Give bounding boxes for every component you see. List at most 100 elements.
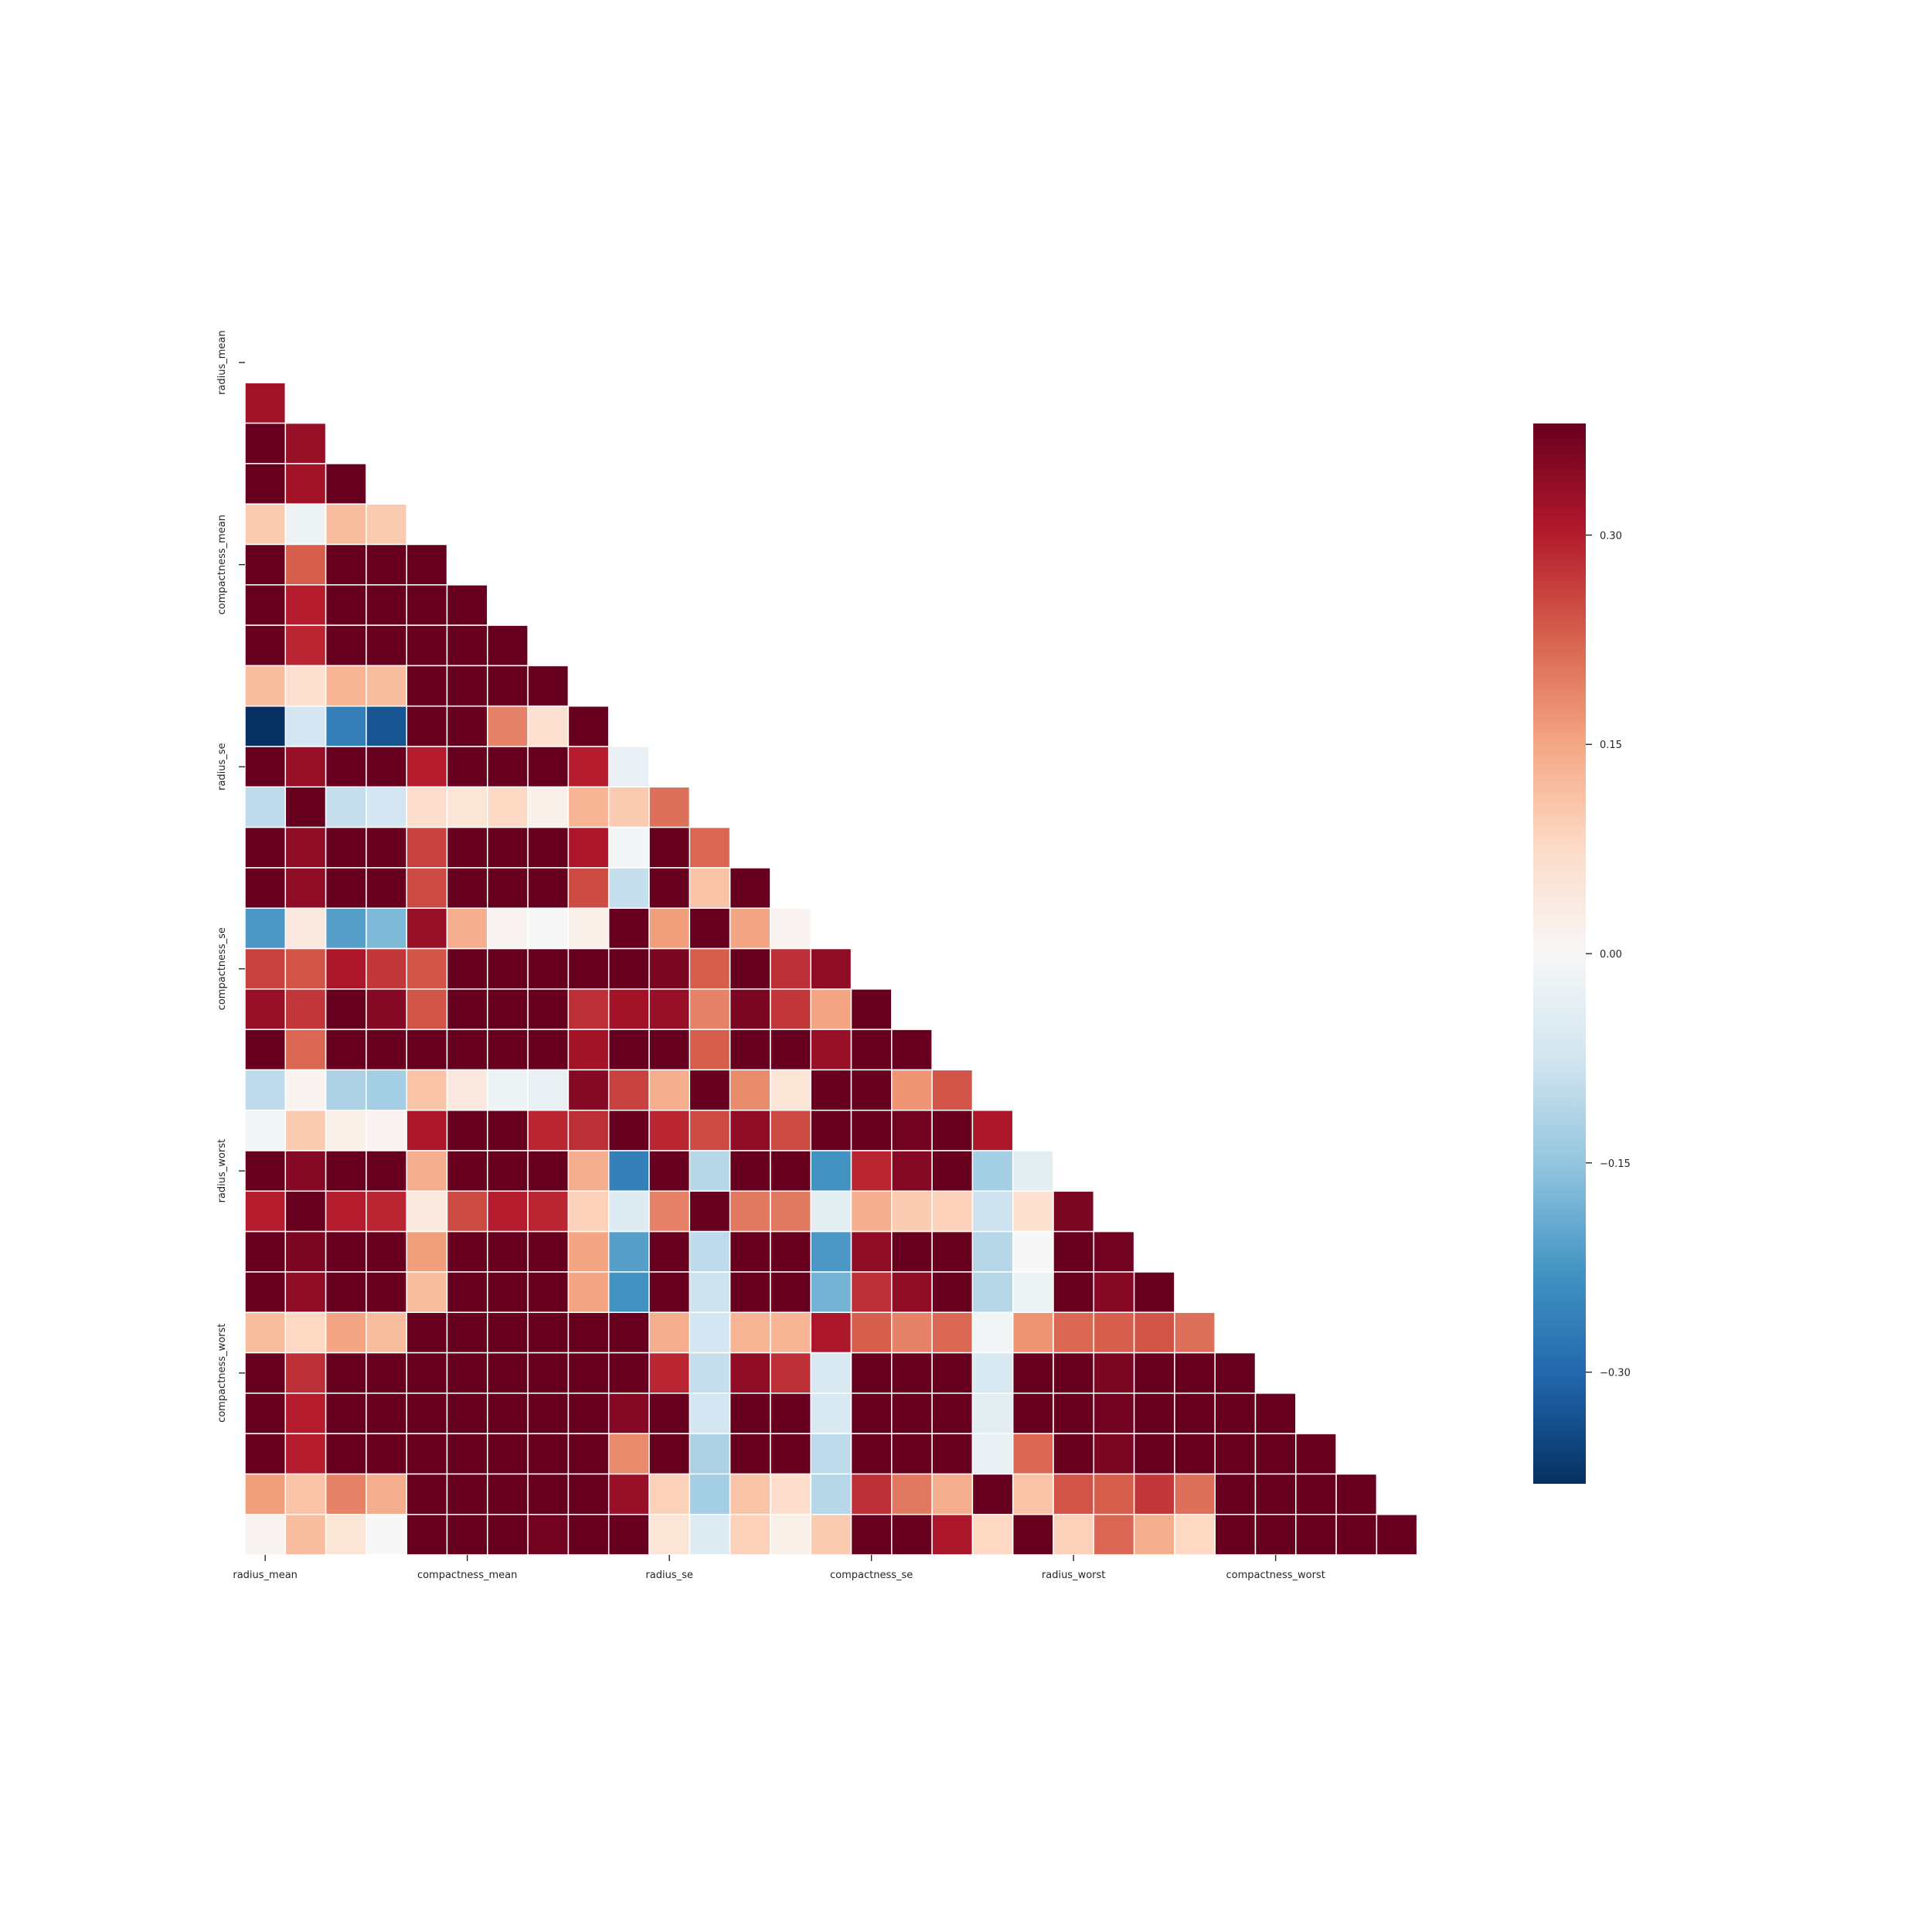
heatmap-cell — [487, 1393, 529, 1434]
heatmap-cell — [284, 584, 327, 626]
heatmap-cell — [244, 1352, 287, 1394]
heatmap-cell — [648, 1352, 691, 1394]
heatmap-cell — [1093, 1473, 1135, 1515]
heatmap-cell — [406, 907, 448, 950]
heatmap-cell — [850, 1311, 893, 1354]
heatmap-cell — [810, 1109, 852, 1151]
heatmap-cell — [931, 1433, 974, 1475]
heatmap-cell — [567, 1109, 610, 1151]
heatmap-cell — [971, 1311, 1014, 1354]
heatmap-cell — [567, 1433, 610, 1475]
heatmap-cell — [770, 907, 811, 950]
heatmap-cell — [1053, 1271, 1095, 1313]
heatmap-cell — [648, 1473, 691, 1515]
heatmap-cell — [366, 947, 407, 990]
heatmap-cell — [284, 705, 327, 747]
heatmap-cell — [446, 1109, 488, 1151]
heatmap-cell — [689, 988, 731, 1030]
heatmap-cell — [527, 988, 570, 1030]
heatmap-cell — [810, 1069, 852, 1111]
heatmap-cell — [527, 665, 570, 707]
heatmap-cell — [1174, 1433, 1216, 1475]
heatmap-cell — [810, 1393, 852, 1434]
heatmap-cell — [567, 746, 610, 788]
heatmap-cell — [891, 1393, 933, 1434]
heatmap-cell — [446, 1190, 488, 1233]
heatmap-cell — [325, 584, 367, 626]
heatmap-cell — [325, 1271, 367, 1313]
heatmap-cell — [325, 867, 367, 909]
heatmap-cell — [406, 1311, 448, 1354]
heatmap-cell — [244, 907, 287, 950]
heatmap-cell — [406, 1473, 448, 1515]
heatmap-cell — [729, 867, 771, 909]
heatmap-cell — [325, 1352, 367, 1394]
heatmap-cell — [931, 1311, 974, 1354]
heatmap-cell — [487, 1029, 529, 1071]
heatmap-cell — [244, 1271, 287, 1313]
heatmap-cell — [244, 1069, 287, 1111]
heatmap-cell — [446, 1230, 488, 1273]
heatmap-cell — [487, 867, 529, 909]
heatmap-cell — [325, 503, 367, 546]
heatmap-cell — [1133, 1513, 1175, 1556]
heatmap-cell — [406, 543, 448, 586]
heatmap-cell — [487, 1352, 529, 1394]
heatmap-cell — [1174, 1473, 1216, 1515]
heatmap-cell — [1174, 1311, 1216, 1354]
heatmap-cell — [567, 826, 610, 869]
heatmap-cell — [284, 422, 327, 464]
heatmap-cell — [689, 1433, 731, 1475]
heatmap-cell — [325, 705, 367, 747]
heatmap-cell — [487, 1311, 529, 1354]
heatmap-cell — [607, 867, 650, 909]
heatmap-cell — [446, 907, 488, 950]
heatmap-cell — [527, 1150, 570, 1192]
heatmap-cell — [325, 543, 367, 586]
heatmap-cell — [325, 746, 367, 788]
heatmap-cell — [648, 826, 691, 869]
heatmap-cell — [487, 786, 529, 828]
x-tick-label: compactness_worst — [1226, 1570, 1325, 1581]
heatmap-cell — [689, 1109, 731, 1151]
heatmap-cell — [325, 1513, 367, 1556]
heatmap-cell — [607, 1513, 650, 1556]
heatmap-cell — [446, 1150, 488, 1192]
heatmap-cell — [607, 1473, 650, 1515]
heatmap-cell — [567, 1271, 610, 1313]
heatmap-cell — [1214, 1352, 1257, 1394]
colorbar-tick-label: 0.15 — [1600, 740, 1622, 751]
heatmap-cell — [527, 1029, 570, 1071]
heatmap-cell — [244, 786, 287, 828]
heatmap-cell — [446, 584, 488, 626]
heatmap-cell — [446, 947, 488, 990]
heatmap-cell — [850, 1513, 893, 1556]
heatmap-cell — [284, 624, 327, 667]
heatmap-cell — [406, 584, 448, 626]
heatmap-cell — [487, 907, 529, 950]
heatmap-cell — [366, 1352, 407, 1394]
heatmap-cell — [527, 1352, 570, 1394]
heatmap-cell — [891, 1150, 933, 1192]
colorbar-tick-label: 0.00 — [1600, 949, 1622, 961]
heatmap-cell — [1053, 1352, 1095, 1394]
heatmap-cell — [244, 1150, 287, 1192]
heatmap-cell — [770, 1513, 811, 1556]
x-tick-label: compactness_se — [830, 1570, 913, 1581]
heatmap-cell — [810, 1230, 852, 1273]
heatmap-cell — [284, 1352, 327, 1394]
heatmap-cell — [729, 1230, 771, 1273]
heatmap-cell — [607, 1190, 650, 1233]
heatmap-cell — [850, 1190, 893, 1233]
heatmap-cell — [244, 503, 287, 546]
heatmap-cell — [850, 1109, 893, 1151]
heatmap-cell — [527, 1230, 570, 1273]
heatmap-cell — [1053, 1230, 1095, 1273]
heatmap-cell — [850, 1352, 893, 1394]
heatmap-cell — [770, 988, 811, 1030]
heatmap-cell — [406, 746, 448, 788]
heatmap-cell — [1174, 1352, 1216, 1394]
heatmap-cell — [891, 1109, 933, 1151]
heatmap-cell — [648, 1513, 691, 1556]
heatmap-cell — [567, 1393, 610, 1434]
